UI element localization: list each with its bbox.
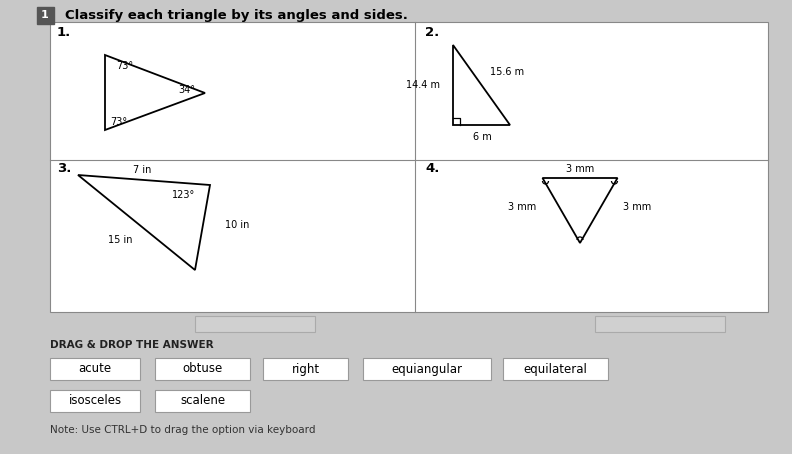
Text: scalene: scalene [180, 395, 225, 408]
Text: 1: 1 [41, 10, 49, 20]
Text: obtuse: obtuse [182, 362, 223, 375]
Bar [195, 316, 315, 332]
Bar [503, 358, 608, 380]
Text: 73°: 73° [110, 117, 128, 127]
Bar [50, 358, 140, 380]
Text: equilateral: equilateral [524, 362, 588, 375]
Bar [155, 358, 250, 380]
Text: equiangular: equiangular [391, 362, 463, 375]
Text: 15.6 m: 15.6 m [490, 67, 524, 77]
Text: 14.4 m: 14.4 m [406, 80, 440, 90]
Text: Classify each triangle by its angles and sides.: Classify each triangle by its angles and… [65, 9, 408, 21]
Text: isosceles: isosceles [68, 395, 121, 408]
Text: 3.: 3. [57, 162, 71, 174]
Text: acute: acute [78, 362, 112, 375]
Text: 3 mm: 3 mm [508, 202, 537, 212]
Bar [37, 7, 54, 24]
Text: 15 in: 15 in [108, 235, 132, 245]
Text: 4.: 4. [425, 162, 440, 174]
Text: 10 in: 10 in [225, 220, 249, 230]
Text: 123°: 123° [172, 190, 195, 200]
Text: 1.: 1. [57, 25, 71, 39]
Bar [263, 358, 348, 380]
Text: right: right [291, 362, 319, 375]
Text: Note: Use CTRL+D to drag the option via keyboard: Note: Use CTRL+D to drag the option via … [50, 425, 315, 435]
Text: 3 mm: 3 mm [565, 164, 594, 174]
Bar [155, 390, 250, 412]
Text: 73°: 73° [116, 61, 133, 71]
Text: 3 mm: 3 mm [623, 202, 652, 212]
Bar [595, 316, 725, 332]
Text: 2.: 2. [425, 25, 440, 39]
Text: 6 m: 6 m [473, 132, 491, 142]
Bar [50, 22, 768, 312]
Text: DRAG & DROP THE ANSWER: DRAG & DROP THE ANSWER [50, 340, 214, 350]
Bar [363, 358, 491, 380]
Bar [50, 390, 140, 412]
Text: 7 in: 7 in [133, 165, 151, 175]
Text: 34°: 34° [178, 85, 195, 95]
